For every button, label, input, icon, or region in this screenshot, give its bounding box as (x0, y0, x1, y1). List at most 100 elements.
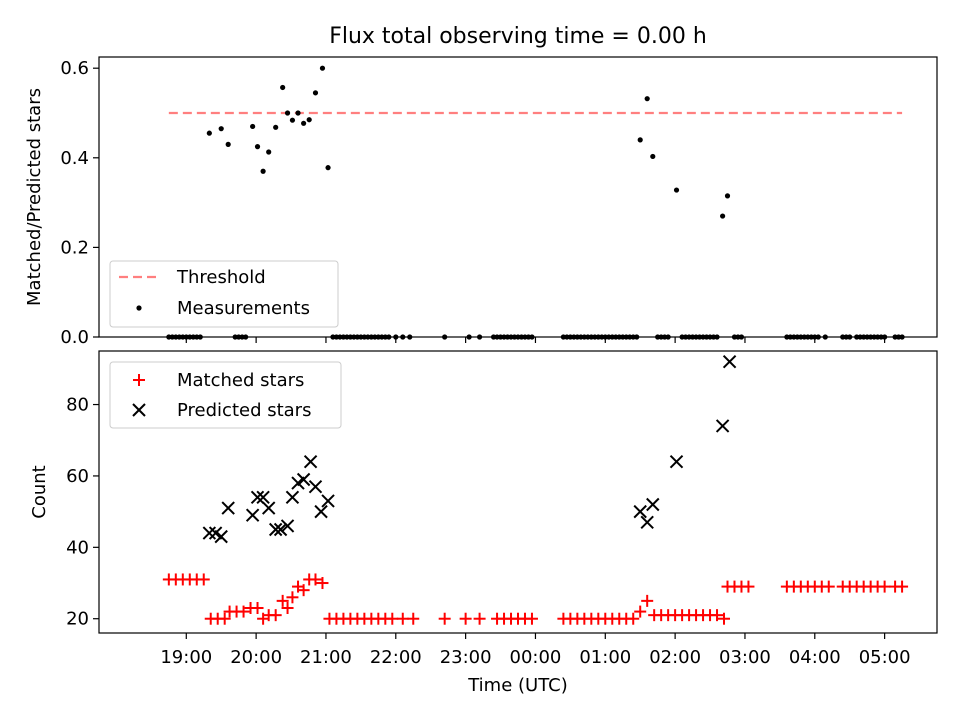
legend-matched-swatch (133, 374, 145, 386)
legend-measurements-label: Measurements (177, 298, 310, 319)
matched-star-point (634, 605, 647, 618)
matched-star-point (396, 612, 409, 625)
measurement-point (218, 126, 224, 132)
matched-star-point (896, 580, 909, 593)
bottom-panel: 20 40 60 80 19:00 20:00 21:00 22:00 23:00 00:00 0… (29, 350, 938, 696)
matched-star-point (641, 594, 654, 607)
measurement-point (637, 137, 643, 143)
bottom-y-axis-label: Count (29, 465, 50, 518)
measurement-point (295, 110, 301, 116)
matched-star-point (386, 612, 399, 625)
matched-star-point (237, 605, 250, 618)
legend-threshold-label: Threshold (176, 267, 266, 288)
predicted-star-point (261, 501, 276, 515)
predicted-star-point (296, 472, 311, 487)
matched-star-point (276, 594, 289, 607)
x-tick-label: 00:00 (510, 647, 562, 668)
matched-star-point (822, 580, 835, 593)
x-tick-label: 03:00 (719, 647, 771, 668)
measurement-point (720, 213, 726, 219)
predicted-star-point (321, 494, 335, 508)
x-tick-label: 22:00 (370, 647, 422, 668)
top-y-tick-label: 0.6 (60, 58, 89, 79)
measurement-point (254, 144, 261, 150)
predicted-star-point (285, 490, 300, 505)
measurement-point (325, 165, 331, 171)
x-tick-label: 04:00 (789, 647, 841, 668)
predicted-star-point (250, 490, 265, 505)
legend-measurements-swatch (136, 305, 142, 311)
bottom-y-tick-label: 80 (66, 395, 89, 416)
predicted-star-point (202, 526, 217, 540)
measurement-point (225, 141, 231, 147)
legend-predicted-label: Predicted stars (177, 400, 311, 421)
matched-star-point (407, 612, 420, 625)
predicted-star-point (303, 454, 318, 469)
top-legend-box (109, 260, 339, 328)
predicted-star-point (640, 515, 654, 530)
predicted-star-point (268, 522, 283, 537)
top-y-tick-label: 0.0 (60, 327, 89, 348)
predicted-star-point (646, 497, 660, 512)
bottom-legend: Matched stars Predicted stars (109, 361, 342, 429)
bottom-y-axis: 20 40 60 80 (66, 395, 99, 630)
matched-star-point (711, 609, 724, 622)
matched-star-point (316, 577, 329, 590)
predicted-star-point (314, 504, 328, 519)
matched-star-point (251, 602, 264, 615)
x-tick-label: 23:00 (440, 647, 492, 668)
chart-title: Flux total observing time = 0.00 h (329, 24, 707, 49)
top-legend: Threshold Measurements (109, 260, 339, 328)
predicted-star-point (273, 522, 288, 537)
matched-star-point (627, 612, 640, 625)
matched-star-point (742, 580, 755, 593)
predicted-star-point (715, 419, 730, 433)
measurement-point (312, 90, 319, 96)
matched-star-point (718, 612, 731, 625)
matched-star-point (309, 573, 322, 586)
measurement-point (250, 123, 256, 130)
matched-star-point (269, 609, 282, 622)
bottom-x-axis: 19:00 20:00 21:00 22:00 23:00 00:00 01:00 02:00… (160, 633, 911, 668)
predicted-star-point (256, 490, 270, 505)
top-y-axis: 0.0 0.2 0.4 0.6 (60, 58, 99, 348)
legend-matched-label: Matched stars (177, 370, 304, 391)
measurement-point (260, 168, 266, 174)
predicted-star-point (245, 508, 260, 522)
measurement-point (273, 124, 279, 130)
bottom-y-tick-label: 60 (66, 466, 89, 487)
measurement-point (301, 120, 307, 126)
x-tick-label: 20:00 (230, 647, 282, 668)
bottom-y-tick-label: 40 (66, 537, 89, 558)
matched-star-point (297, 584, 310, 597)
predicted-star-point (722, 355, 737, 369)
x-tick-label: 21:00 (300, 647, 352, 668)
matched-star-point (218, 612, 231, 625)
matched-star-point (473, 612, 486, 625)
top-panel: 0.0 0.2 0.4 0.6 Matched/Predicted stars Thr… (24, 56, 938, 348)
measurement-point (724, 193, 731, 199)
predicted-star-point (221, 501, 235, 515)
top-y-axis-label: Matched/Predicted stars (24, 88, 45, 306)
measurement-point (266, 149, 272, 155)
predicted-star-point (633, 504, 647, 519)
bottom-data-marks (162, 355, 909, 625)
x-tick-label: 05:00 (859, 647, 911, 668)
measurement-point (644, 96, 650, 102)
x-axis-label: Time (UTC) (467, 675, 568, 696)
matched-star-point (878, 580, 891, 593)
matched-star-point (525, 612, 538, 625)
measurement-point (206, 130, 212, 136)
top-y-tick-label: 0.2 (60, 237, 89, 258)
matched-star-point (286, 591, 299, 604)
measurement-point (280, 84, 286, 91)
measurement-point (650, 153, 656, 160)
measurement-point (673, 187, 680, 193)
top-panel-frame (98, 56, 938, 338)
top-x-ticks (185, 337, 886, 343)
matched-star-point (281, 602, 294, 615)
measurement-point (284, 110, 291, 116)
bottom-legend-box (109, 361, 342, 429)
predicted-star-point (308, 479, 323, 494)
top-y-tick-label: 0.4 (60, 148, 89, 169)
